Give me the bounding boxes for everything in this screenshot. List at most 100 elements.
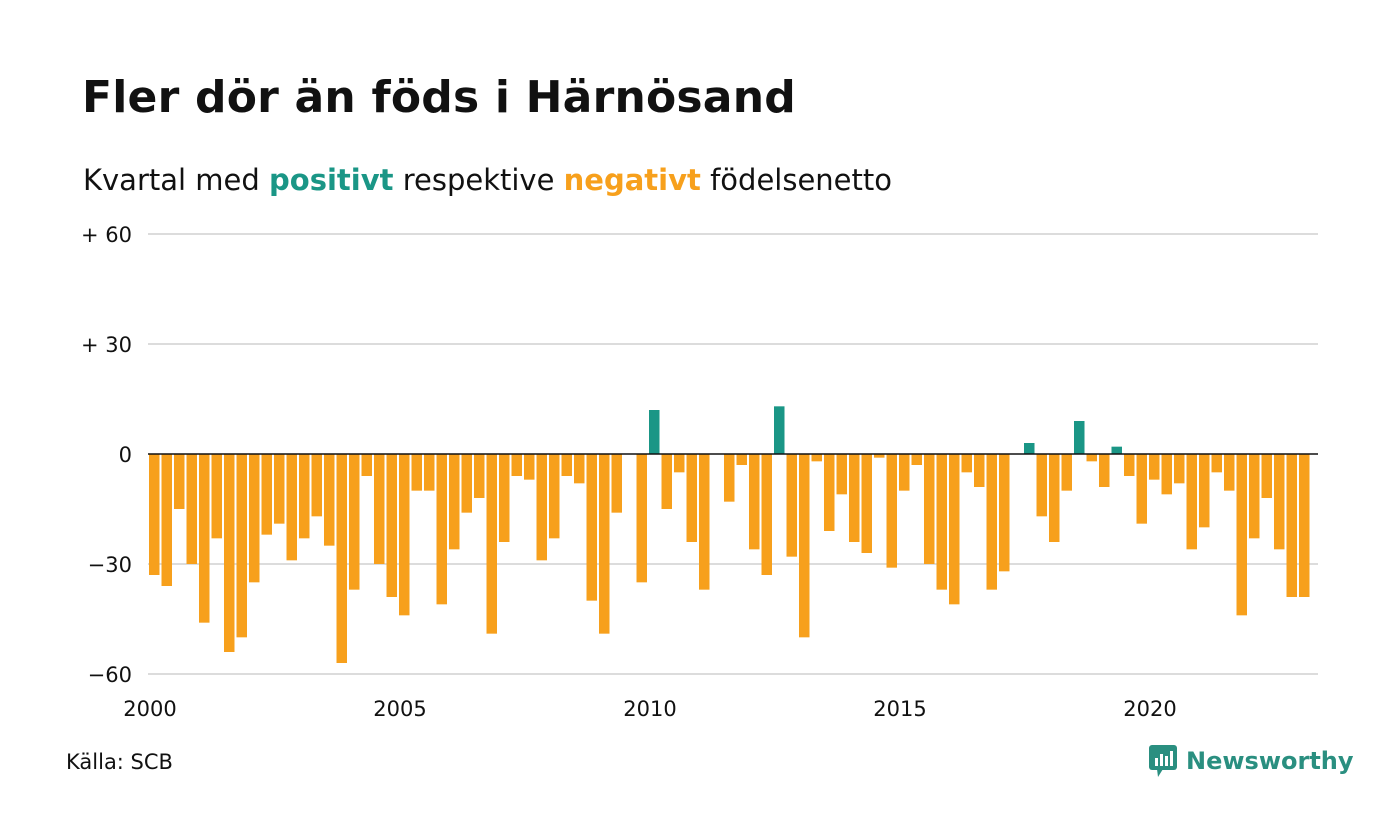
bar	[1249, 454, 1260, 539]
bar	[1036, 454, 1047, 517]
bar	[211, 454, 222, 539]
bar	[536, 454, 547, 561]
bar	[549, 454, 560, 539]
newsworthy-logo-icon	[1149, 745, 1177, 777]
x-tick-label: 2020	[1123, 697, 1176, 721]
bar	[999, 454, 1010, 572]
bar	[761, 454, 772, 575]
bar	[199, 454, 210, 623]
bar	[424, 454, 435, 491]
bar	[749, 454, 760, 550]
bar	[1061, 454, 1072, 491]
bar	[799, 454, 810, 638]
bar	[574, 454, 585, 484]
bar	[386, 454, 397, 597]
bar	[986, 454, 997, 590]
bar	[1261, 454, 1272, 498]
y-tick-label: + 30	[81, 333, 132, 357]
bar	[474, 454, 485, 498]
bar	[949, 454, 960, 605]
bar	[974, 454, 985, 487]
brand-name: Newsworthy	[1186, 747, 1354, 775]
bar	[311, 454, 322, 517]
bar	[299, 454, 310, 539]
bar	[849, 454, 860, 542]
bar	[1136, 454, 1147, 524]
bar	[174, 454, 185, 509]
bar	[699, 454, 710, 590]
bar	[436, 454, 447, 605]
bar	[561, 454, 572, 476]
bar	[499, 454, 510, 542]
bar	[599, 454, 610, 634]
bar	[374, 454, 385, 564]
subtitle-negative-keyword: negativt	[563, 163, 701, 197]
bar	[1174, 454, 1185, 484]
x-tick-label: 2000	[123, 697, 176, 721]
bar	[324, 454, 335, 546]
bar	[449, 454, 460, 550]
bar	[874, 454, 885, 458]
bar	[786, 454, 797, 557]
subtitle-prefix: Kvartal med	[83, 163, 270, 197]
y-tick-label: −30	[88, 553, 132, 577]
bar	[586, 454, 597, 601]
newsworthy-brand[interactable]: Newsworthy	[1148, 744, 1354, 778]
subtitle-positive-keyword: positivt	[269, 163, 394, 197]
bar	[1049, 454, 1060, 542]
bar	[336, 454, 347, 663]
bar	[1274, 454, 1285, 550]
bar	[349, 454, 360, 590]
bar	[1299, 454, 1310, 597]
bar	[661, 454, 672, 509]
bar	[836, 454, 847, 495]
bar	[899, 454, 910, 491]
chart-subtitle: Kvartal med positivt respektive negativt…	[83, 163, 892, 197]
subtitle-middle: respektive	[393, 163, 564, 197]
bar	[361, 454, 372, 476]
bar	[399, 454, 410, 616]
bar	[249, 454, 260, 583]
bar	[1111, 446, 1122, 454]
bar	[924, 454, 935, 564]
bar	[1099, 454, 1110, 487]
bar	[861, 454, 872, 553]
bar	[911, 454, 922, 465]
bar	[1186, 454, 1197, 550]
bar	[774, 406, 785, 454]
bar	[811, 454, 822, 462]
bar	[274, 454, 285, 524]
bar	[186, 454, 197, 564]
bar	[461, 454, 472, 513]
bar	[686, 454, 697, 542]
bar	[649, 410, 660, 454]
source-label: Källa: SCB	[66, 750, 173, 774]
bar	[886, 454, 897, 568]
bar	[1286, 454, 1297, 597]
bar	[511, 454, 522, 476]
bar	[224, 454, 235, 652]
bar	[1149, 454, 1160, 480]
bar	[524, 454, 535, 480]
bar	[1124, 454, 1135, 476]
bar	[1086, 454, 1097, 462]
bar	[1224, 454, 1235, 491]
bar	[1161, 454, 1172, 495]
bar	[411, 454, 422, 491]
subtitle-suffix: födelsenetto	[700, 163, 892, 197]
bar	[961, 454, 972, 473]
bar	[236, 454, 247, 638]
x-tick-label: 2015	[873, 697, 926, 721]
bar	[161, 454, 172, 586]
y-tick-label: + 60	[81, 223, 132, 247]
bar	[286, 454, 297, 561]
bar	[149, 454, 160, 575]
y-tick-label: 0	[119, 443, 132, 467]
bar	[261, 454, 272, 535]
bar	[936, 454, 947, 590]
x-tick-label: 2010	[623, 697, 676, 721]
x-tick-label: 2005	[373, 697, 426, 721]
bar	[1024, 443, 1035, 454]
bar	[611, 454, 622, 513]
